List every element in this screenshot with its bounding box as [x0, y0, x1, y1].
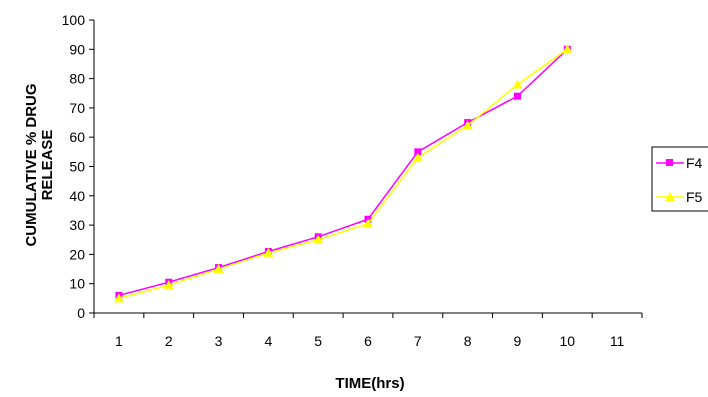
y-axis: 0 10 20 30 40 50 60 70 80 90 100 [62, 12, 95, 321]
x-tick-label: 11 [610, 333, 625, 349]
y-tick-label: 70 [69, 100, 85, 116]
data-point-f5 [512, 79, 523, 89]
x-tick-label: 9 [514, 333, 522, 349]
y-tick-label: 20 [69, 246, 85, 262]
y-tick-label: 10 [69, 276, 85, 292]
data-point-f5 [213, 264, 224, 274]
y-tick-label: 100 [62, 12, 86, 28]
data-point-f4 [513, 92, 521, 100]
x-axis-title: TIME(hrs) [335, 375, 404, 392]
y-tick-label: 40 [69, 188, 85, 204]
data-point-f5 [363, 218, 373, 228]
y-tick-label: 60 [69, 129, 85, 145]
data-point-f5 [313, 234, 324, 244]
x-tick-label: 5 [314, 333, 322, 349]
y-tick-label: 90 [69, 41, 85, 57]
x-axis: 1 2 3 4 5 6 7 8 9 10 11 [93, 312, 643, 349]
x-tick-label: 4 [264, 333, 272, 349]
x-tick-label: 1 [115, 333, 123, 349]
series-line-f4 [118, 48, 568, 297]
data-point-f5 [562, 44, 573, 54]
data-point-f5 [412, 152, 423, 162]
legend-marker-f4 [666, 159, 673, 166]
y-tick-label: 80 [69, 71, 85, 87]
data-point-f5 [163, 280, 174, 290]
svg-text:CUMULATIVE % DRUG: CUMULATIVE % DRUG [23, 83, 40, 246]
x-tick-label: 10 [559, 333, 575, 349]
data-point-f5 [462, 120, 473, 130]
legend: F4 F5 [651, 146, 708, 212]
y-axis-title: CUMULATIVE % DRUG RELEASE [23, 83, 56, 246]
series-line-f5 [118, 48, 568, 300]
x-tick-label: 8 [464, 333, 472, 349]
y-tick-label: 50 [69, 159, 85, 175]
x-tick-label: 2 [165, 333, 173, 349]
data-point-f5 [113, 293, 124, 303]
legend-label-f5: F5 [686, 189, 703, 205]
data-point-f5 [263, 247, 274, 257]
y-tick-label: 0 [77, 305, 85, 321]
x-tick-label: 7 [414, 333, 422, 349]
legend-marker-f5 [665, 192, 675, 201]
legend-box [651, 146, 708, 212]
y-tick-label: 30 [69, 217, 85, 233]
plot-area [113, 44, 573, 303]
x-tick-label: 3 [215, 333, 223, 349]
legend-label-f4: F4 [686, 155, 703, 171]
x-tick-label: 6 [364, 333, 372, 349]
data-point-f4 [414, 148, 422, 156]
svg-text:RELEASE: RELEASE [39, 130, 56, 201]
